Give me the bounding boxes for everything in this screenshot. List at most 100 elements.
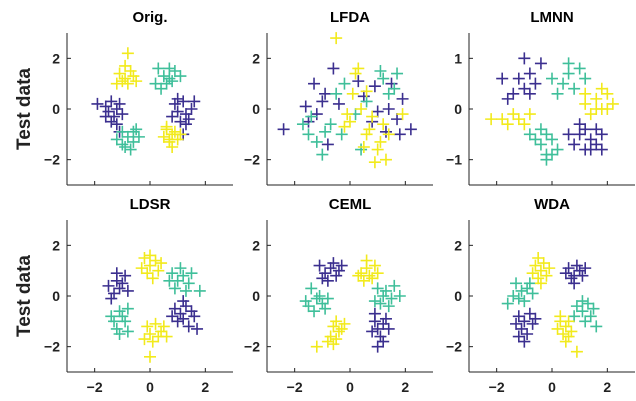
point-series-1 bbox=[551, 143, 564, 156]
x-tick-label: −2 bbox=[489, 379, 505, 395]
point-series-2 bbox=[324, 330, 337, 343]
point-series-0 bbox=[518, 315, 531, 328]
point-series-0 bbox=[568, 277, 581, 290]
point-series-0 bbox=[512, 72, 525, 85]
point-series-1 bbox=[576, 305, 589, 318]
y-tick-label: −2 bbox=[244, 152, 260, 168]
point-series-1 bbox=[579, 72, 592, 85]
point-series-1 bbox=[127, 125, 140, 138]
point-series-2 bbox=[327, 320, 340, 333]
point-series-2 bbox=[601, 87, 614, 100]
point-series-2 bbox=[360, 85, 373, 98]
point-series-2 bbox=[366, 110, 379, 123]
point-series-2 bbox=[512, 113, 525, 126]
point-series-0 bbox=[396, 92, 409, 105]
point-series-2 bbox=[119, 59, 132, 72]
point-series-1 bbox=[132, 130, 145, 143]
point-series-0 bbox=[108, 287, 121, 300]
point-series-2 bbox=[168, 125, 181, 138]
point-series-2 bbox=[579, 87, 592, 100]
point-series-2 bbox=[352, 62, 365, 75]
point-series-0 bbox=[366, 325, 379, 338]
point-series-0 bbox=[523, 307, 536, 320]
point-series-2 bbox=[518, 118, 531, 131]
point-series-0 bbox=[523, 67, 536, 80]
point-series-1 bbox=[108, 315, 121, 328]
point-series-1 bbox=[177, 269, 190, 282]
point-series-2 bbox=[357, 141, 370, 153]
point-series-1 bbox=[546, 72, 558, 85]
point-series-2 bbox=[565, 325, 578, 338]
point-series-2 bbox=[371, 143, 384, 156]
point-series-2 bbox=[163, 133, 176, 146]
x-tick-label: −2 bbox=[87, 379, 103, 395]
point-series-1 bbox=[546, 133, 558, 146]
point-series-1 bbox=[155, 82, 168, 95]
point-series-1 bbox=[168, 282, 181, 295]
point-series-0 bbox=[521, 328, 534, 340]
point-series-2 bbox=[534, 277, 547, 290]
point-series-1 bbox=[305, 110, 318, 123]
point-series-1 bbox=[540, 153, 553, 166]
point-series-1 bbox=[324, 118, 337, 131]
point-series-0 bbox=[515, 322, 528, 335]
point-series-0 bbox=[177, 312, 190, 325]
point-series-1 bbox=[113, 328, 126, 340]
point-series-1 bbox=[182, 277, 195, 290]
point-series-1 bbox=[168, 65, 181, 77]
point-series-1 bbox=[576, 295, 589, 308]
point-series-1 bbox=[534, 138, 547, 151]
point-series-0 bbox=[330, 269, 343, 282]
point-series-0 bbox=[534, 57, 547, 70]
point-series-1 bbox=[299, 295, 312, 308]
point-series-1 bbox=[330, 87, 343, 100]
point-series-1 bbox=[185, 267, 198, 280]
point-series-2 bbox=[135, 262, 148, 275]
point-series-0 bbox=[113, 282, 126, 295]
point-series-1 bbox=[526, 287, 539, 300]
point-series-2 bbox=[341, 108, 354, 121]
point-series-2 bbox=[127, 70, 140, 83]
point-series-2 bbox=[360, 128, 373, 141]
point-series-1 bbox=[110, 133, 123, 146]
point-series-0 bbox=[177, 295, 190, 308]
point-series-2 bbox=[360, 254, 373, 267]
point-series-1 bbox=[193, 284, 206, 297]
point-series-0 bbox=[371, 322, 384, 335]
y-tick-label: 0 bbox=[454, 101, 462, 117]
point-series-1 bbox=[121, 130, 134, 143]
y-tick-label: 0 bbox=[52, 288, 60, 304]
point-series-0 bbox=[174, 307, 187, 320]
point-series-1 bbox=[377, 72, 390, 85]
point-series-0 bbox=[518, 52, 531, 65]
point-series-1 bbox=[562, 57, 575, 70]
point-series-1 bbox=[149, 77, 162, 90]
point-series-0 bbox=[102, 279, 115, 292]
panel-title: LMNN bbox=[530, 9, 573, 26]
y-tick-label: 0 bbox=[252, 101, 260, 117]
point-series-2 bbox=[562, 315, 575, 328]
point-series-2 bbox=[377, 118, 390, 131]
panel-title: LFDA bbox=[330, 9, 370, 26]
panel-title: Orig. bbox=[132, 9, 167, 26]
point-series-0 bbox=[595, 128, 608, 141]
point-series-2 bbox=[160, 120, 173, 133]
point-series-2 bbox=[344, 115, 356, 128]
point-series-1 bbox=[534, 123, 547, 136]
point-series-1 bbox=[584, 310, 597, 323]
row2-ylabel: Test data bbox=[14, 255, 35, 337]
point-series-0 bbox=[590, 123, 603, 136]
y-tick-label: −2 bbox=[44, 152, 60, 168]
point-series-1 bbox=[119, 141, 132, 153]
point-series-0 bbox=[332, 264, 345, 277]
y-tick-label: 2 bbox=[454, 237, 462, 253]
point-series-0 bbox=[308, 77, 321, 90]
y-tick-label: 0 bbox=[52, 101, 60, 117]
y-tick-label: 2 bbox=[252, 237, 260, 253]
point-series-0 bbox=[310, 108, 323, 121]
point-series-2 bbox=[551, 322, 564, 335]
y-tick-label: 2 bbox=[252, 50, 260, 66]
point-series-1 bbox=[382, 300, 395, 313]
point-series-0 bbox=[110, 103, 123, 115]
